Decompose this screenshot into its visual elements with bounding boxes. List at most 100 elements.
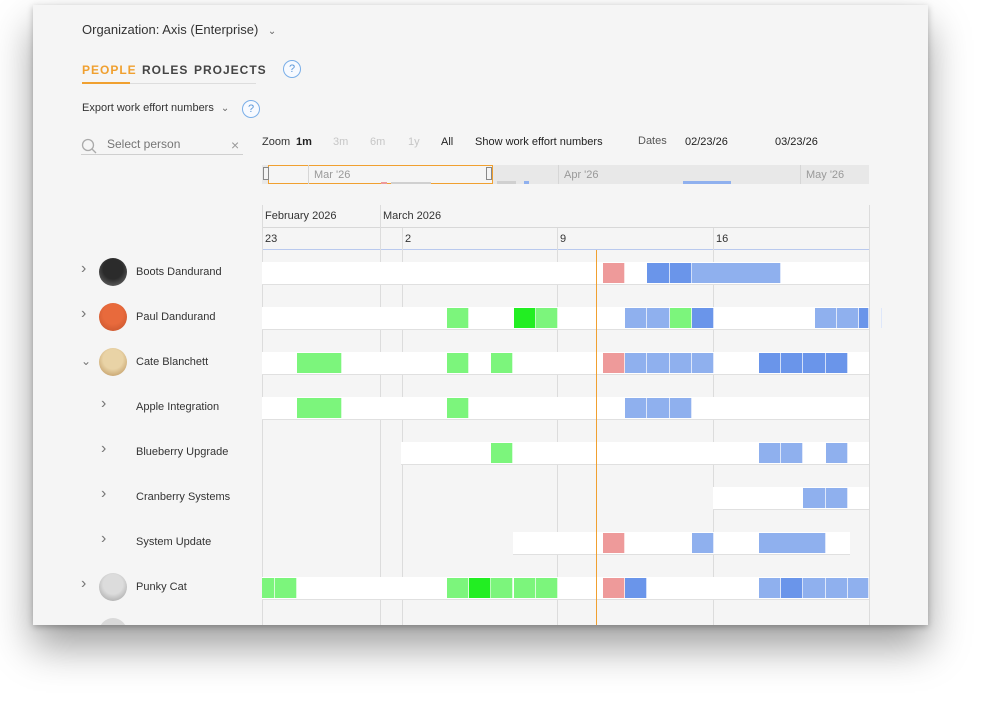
effort-block[interactable] — [468, 578, 492, 598]
row-label[interactable]: Blueberry Upgrade — [136, 446, 229, 458]
effort-block[interactable] — [647, 308, 670, 328]
navigator-handle-right[interactable] — [486, 167, 492, 180]
effort-block[interactable] — [625, 353, 648, 373]
effort-block[interactable] — [446, 398, 469, 418]
effort-block[interactable] — [781, 578, 804, 598]
navigator-tick — [308, 165, 309, 184]
effort-block[interactable] — [262, 578, 275, 598]
effort-block[interactable] — [446, 308, 469, 328]
zoom-1m[interactable]: 1m — [296, 136, 312, 148]
row-label[interactable]: Apple Integration — [136, 401, 220, 413]
chevron-right-icon[interactable]: › — [81, 305, 87, 322]
effort-block[interactable] — [647, 263, 670, 283]
effort-block[interactable] — [297, 398, 342, 418]
help-icon[interactable]: ? — [283, 60, 301, 78]
row-label[interactable]: Punky Cat — [136, 581, 187, 593]
date-from[interactable]: 02/23/26 — [685, 136, 728, 148]
effort-block[interactable] — [691, 533, 715, 553]
effort-block[interactable] — [691, 353, 715, 373]
effort-block[interactable] — [625, 308, 648, 328]
effort-block[interactable] — [669, 308, 692, 328]
month-label: February 2026 — [265, 210, 337, 222]
effort-block[interactable] — [825, 488, 848, 508]
effort-block[interactable] — [758, 533, 826, 553]
effort-block[interactable] — [848, 578, 869, 598]
person-search[interactable]: × — [81, 136, 243, 155]
effort-block[interactable] — [691, 308, 715, 328]
effort-block[interactable] — [691, 263, 782, 283]
effort-block[interactable] — [781, 353, 804, 373]
effort-block[interactable] — [602, 578, 625, 598]
effort-block[interactable] — [446, 578, 469, 598]
effort-block[interactable] — [491, 353, 514, 373]
effort-block[interactable] — [825, 578, 848, 598]
effort-block[interactable] — [625, 578, 648, 598]
chevron-right-icon[interactable]: › — [101, 530, 107, 547]
chevron-right-icon[interactable]: › — [81, 575, 87, 592]
effort-block[interactable] — [836, 308, 860, 328]
chevron-right-icon[interactable]: › — [81, 260, 87, 277]
effort-block[interactable] — [647, 398, 670, 418]
effort-block[interactable] — [669, 353, 692, 373]
week-label: 2 — [405, 233, 412, 245]
effort-block[interactable] — [274, 578, 298, 598]
effort-block[interactable] — [825, 353, 848, 373]
effort-block[interactable] — [647, 353, 670, 373]
effort-block[interactable] — [803, 353, 826, 373]
effort-block[interactable] — [803, 488, 826, 508]
effort-block[interactable] — [625, 398, 648, 418]
show-work-effort-toggle[interactable]: Show work effort numbers — [475, 136, 603, 148]
effort-block[interactable] — [758, 578, 782, 598]
effort-block[interactable] — [758, 353, 782, 373]
effort-block[interactable] — [491, 578, 514, 598]
search-input[interactable] — [105, 136, 229, 152]
effort-block[interactable] — [825, 443, 848, 463]
clear-icon[interactable]: × — [231, 137, 240, 153]
tab-underline — [130, 83, 256, 84]
week-label: 23 — [265, 233, 278, 245]
effort-block[interactable] — [602, 263, 625, 283]
tab-people[interactable]: PEOPLE — [82, 63, 137, 77]
effort-block[interactable] — [669, 263, 692, 283]
help-icon[interactable]: ? — [242, 100, 260, 118]
navigator-selection[interactable] — [268, 165, 493, 184]
effort-block[interactable] — [602, 353, 625, 373]
tab-roles[interactable]: ROLES — [142, 63, 189, 77]
chevron-right-icon[interactable]: › — [101, 485, 107, 502]
row-label[interactable]: Paul Dandurand — [136, 311, 216, 323]
timeline-navigator[interactable]: Mar '26 Apr '26 May '26 — [262, 165, 869, 184]
zoom-all[interactable]: All — [441, 136, 454, 148]
effort-block[interactable] — [297, 353, 342, 373]
effort-block[interactable] — [881, 308, 883, 328]
chevron-right-icon[interactable]: › — [101, 395, 107, 412]
effort-block[interactable] — [669, 398, 692, 418]
row-label[interactable]: Cranberry Systems — [136, 491, 231, 503]
row-label[interactable]: Cate Blanchett — [136, 356, 209, 368]
zoom-3m[interactable]: 3m — [333, 136, 349, 148]
date-to[interactable]: 03/23/26 — [775, 136, 818, 148]
navigator-handle-left[interactable] — [263, 167, 269, 180]
effort-block[interactable] — [814, 308, 837, 328]
effort-block[interactable] — [446, 353, 469, 373]
row-track — [262, 307, 869, 330]
chevron-right-icon[interactable]: › — [101, 440, 107, 457]
effort-block[interactable] — [491, 443, 514, 463]
effort-block[interactable] — [781, 443, 804, 463]
effort-block[interactable] — [513, 308, 536, 328]
organization-selector[interactable]: Organization: Axis (Enterprise) ⌄ — [82, 22, 276, 37]
chevron-down-icon[interactable]: ⌄ — [81, 354, 92, 368]
zoom-6m[interactable]: 6m — [370, 136, 386, 148]
effort-block[interactable] — [602, 533, 625, 553]
effort-block[interactable] — [535, 578, 559, 598]
effort-block[interactable] — [513, 578, 536, 598]
export-dropdown[interactable]: Export work effort numbers ⌄ — [82, 102, 229, 114]
header-divider — [262, 249, 869, 250]
row-label[interactable]: System Update — [136, 536, 212, 548]
effort-block[interactable] — [758, 443, 782, 463]
effort-block[interactable] — [803, 578, 826, 598]
effort-block[interactable] — [535, 308, 559, 328]
row-label[interactable]: Boots Dandurand — [136, 266, 222, 278]
zoom-1y[interactable]: 1y — [408, 136, 420, 148]
effort-block[interactable] — [859, 308, 869, 328]
tab-projects[interactable]: PROJECTS — [194, 63, 267, 77]
